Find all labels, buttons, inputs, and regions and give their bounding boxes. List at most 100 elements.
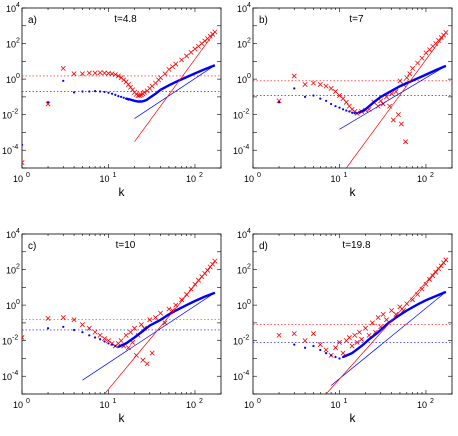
data-point-x: [346, 335, 352, 341]
y-tick-label: 10: [2, 337, 12, 347]
data-point-dot: [330, 354, 333, 357]
data-point-x: [115, 73, 121, 79]
power-law-fit-line: [346, 32, 447, 168]
plot-frame: [21, 7, 222, 169]
panel-label: a): [28, 15, 37, 26]
data-point-x: [86, 70, 92, 76]
data-point-x: [173, 61, 179, 67]
y-tick-exponent: -2: [243, 109, 249, 116]
data-point-x: [71, 317, 77, 323]
data-point-x: [410, 297, 416, 303]
y-tick-label: 10: [233, 372, 243, 382]
data-point-x: [415, 60, 421, 66]
time-label: t=7: [349, 14, 364, 25]
data-point-dot: [46, 101, 50, 104]
data-point-x: [45, 315, 51, 321]
data-point-x: [354, 339, 360, 345]
y-tick-label: 10: [6, 40, 16, 50]
data-point-x: [317, 342, 323, 348]
x-axis-label: k: [350, 411, 357, 425]
data-point-dot: [319, 348, 322, 352]
y-tick-exponent: 4: [16, 2, 20, 9]
data-point-x: [123, 332, 129, 338]
data-point-x: [22, 160, 25, 166]
x-tick-exponent: 2: [199, 172, 203, 179]
y-tick-exponent: 2: [247, 38, 251, 45]
data-point-x: [433, 269, 439, 275]
data-point-x: [291, 331, 297, 337]
data-point-x: [106, 338, 111, 344]
y-tick-label: 10: [237, 40, 247, 50]
data-point-dot: [22, 143, 24, 146]
data-point-dot: [293, 87, 296, 90]
data-point-dot: [62, 325, 65, 328]
x-tick-label: 10: [186, 174, 196, 184]
data-point-dot: [62, 79, 65, 82]
data-point-dot: [293, 343, 296, 346]
data-point-dot: [334, 355, 337, 359]
data-point-x: [60, 65, 66, 71]
data-point-dot: [324, 99, 328, 102]
data-point-x: [149, 350, 155, 356]
power-law-fit-line: [82, 292, 216, 381]
data-point-dot: [120, 95, 123, 98]
x-tick-label: 10: [99, 400, 109, 410]
x-tick-exponent: 2: [430, 172, 434, 179]
data-point-x: [438, 263, 444, 269]
data-point-x: [323, 83, 329, 89]
x-tick-exponent: 2: [199, 398, 203, 405]
x-axis-label: k: [350, 185, 357, 199]
data-point-x: [109, 340, 115, 346]
y-tick-exponent: -2: [12, 109, 18, 116]
data-point-x: [112, 72, 118, 78]
data-point-x: [140, 357, 146, 363]
x-tick-label: 10: [244, 174, 254, 184]
panel-label: b): [259, 15, 268, 26]
y-tick-exponent: -4: [243, 370, 249, 377]
data-point-x: [118, 338, 124, 344]
data-point-dot: [312, 94, 315, 97]
data-point-dot: [330, 102, 333, 106]
data-point-x: [192, 281, 198, 287]
y-tick-exponent: 4: [247, 228, 251, 235]
data-point-dot: [72, 328, 76, 332]
data-point-x: [125, 81, 131, 87]
data-point-x: [356, 329, 362, 335]
data-point-x: [389, 307, 395, 313]
data-point-dot: [319, 97, 322, 100]
time-label: t=4.8: [114, 14, 137, 25]
spectrum-curve: [117, 291, 216, 348]
data-point-x: [410, 65, 416, 71]
data-point-dot: [341, 108, 345, 111]
data-point-x: [179, 297, 185, 303]
data-point-x: [86, 325, 92, 331]
panel-1: 10 0 10 1 10 210 -410 -210 010 210 4ka) t=4.8: [2, 2, 222, 199]
data-point-x: [349, 343, 355, 349]
data-point-dot: [303, 95, 307, 98]
data-point-x: [323, 347, 329, 353]
x-tick-exponent: 1: [112, 172, 116, 179]
data-point-x: [395, 112, 401, 118]
data-point-dot: [81, 90, 84, 93]
data-point-x: [102, 336, 108, 342]
data-point-x: [398, 121, 404, 127]
data-point-x: [132, 325, 137, 331]
plot-area: [253, 257, 452, 394]
data-point-x: [302, 338, 308, 344]
data-point-x: [166, 66, 172, 72]
plot-frame: [252, 233, 453, 395]
data-point-x: [128, 329, 134, 335]
data-point-x: [147, 317, 153, 323]
y-tick-label: 10: [6, 266, 16, 276]
data-point-x: [92, 329, 98, 335]
data-point-x: [188, 49, 194, 55]
x-tick-label: 10: [330, 400, 340, 410]
y-tick-label: 10: [2, 372, 12, 382]
data-point-x: [97, 70, 103, 76]
plot-area: [253, 29, 452, 168]
data-point-dot: [122, 96, 125, 99]
data-point-x: [158, 310, 164, 316]
data-point-dot: [351, 111, 354, 114]
data-point-x: [45, 101, 51, 107]
data-point-x: [404, 75, 410, 81]
